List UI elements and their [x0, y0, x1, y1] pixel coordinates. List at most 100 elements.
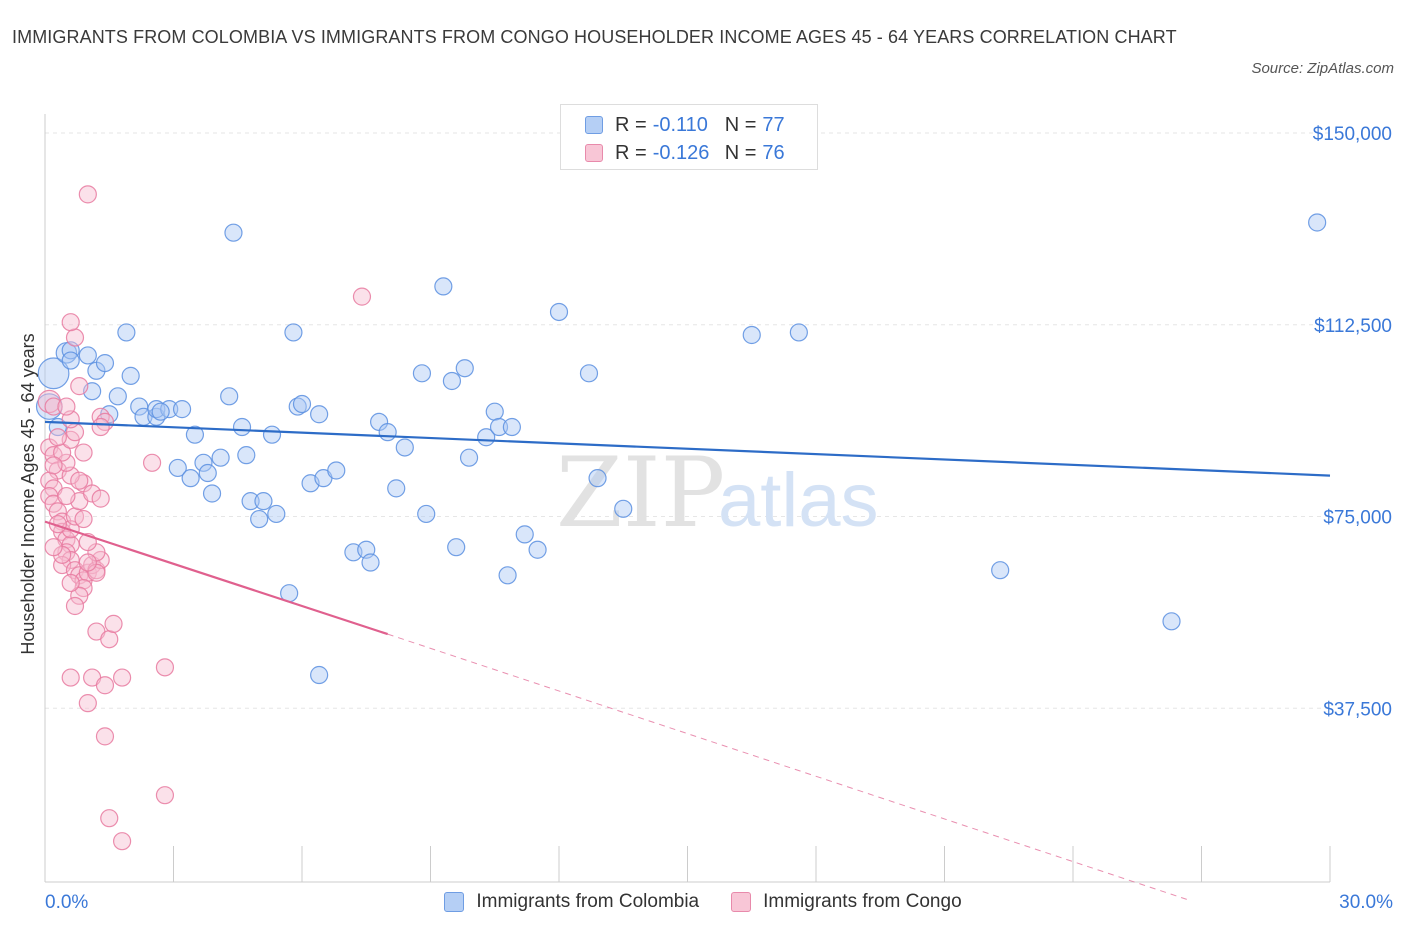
point-congo — [74, 443, 93, 462]
legend-swatch-congo — [731, 892, 752, 912]
y-axis-label: Householder Income Ages 45 - 64 years — [18, 333, 38, 654]
point-congo — [142, 453, 162, 472]
watermark-atlas: atlas — [718, 458, 879, 543]
point-colombia — [387, 479, 406, 498]
trend-line-colombia — [44, 420, 1331, 477]
point-colombia — [1308, 213, 1327, 232]
point-colombia — [489, 417, 509, 437]
point-colombia — [121, 366, 140, 385]
legend-row-congo: R = -0.126 N = 76 — [585, 141, 785, 165]
chart-title: IMMIGRANTS FROM COLOMBIA VS IMMIGRANTS F… — [12, 27, 1177, 47]
point-colombia — [447, 538, 466, 557]
legend-label-congo: Immigrants from Congo — [763, 891, 962, 912]
point-congo — [48, 428, 67, 447]
x-tick-label: 30.0% — [1339, 892, 1393, 913]
y-tick-label: $150,000 — [1313, 124, 1392, 145]
point-colombia — [361, 553, 380, 572]
legend-r-value: -0.110 — [652, 113, 708, 136]
legend-item-congo[interactable]: Immigrants from Congo — [731, 891, 962, 913]
point-congo — [44, 397, 63, 416]
legend-r-value: -0.126 — [652, 141, 710, 164]
point-congo — [104, 614, 123, 633]
point-colombia — [442, 371, 462, 391]
point-colombia — [395, 438, 414, 457]
point-colombia — [185, 425, 205, 444]
point-colombia — [284, 323, 303, 342]
point-colombia — [224, 223, 243, 242]
x-tick-label: 0.0% — [45, 892, 88, 913]
point-congo — [155, 658, 175, 677]
trend-line-congo-extrapolated — [387, 633, 1189, 901]
point-colombia — [220, 387, 239, 406]
point-colombia — [991, 561, 1010, 580]
point-colombia — [412, 364, 432, 383]
point-colombia — [327, 461, 346, 480]
point-congo — [61, 573, 80, 593]
point-colombia — [579, 364, 599, 383]
legend-n-label: N = — [724, 113, 757, 136]
point-congo — [91, 489, 110, 508]
point-colombia — [417, 504, 436, 524]
trend-line-congo — [44, 520, 389, 636]
point-colombia — [549, 302, 569, 322]
legend-r-label: R = — [615, 113, 647, 136]
point-colombia — [310, 405, 329, 424]
legend-swatch-congo — [585, 144, 603, 162]
point-colombia — [232, 417, 252, 437]
legend-label-colombia: Immigrants from Colombia — [476, 891, 700, 912]
point-colombia — [588, 469, 607, 488]
y-tick-label: $75,000 — [1323, 508, 1392, 529]
point-colombia — [194, 453, 213, 472]
point-congo — [112, 668, 132, 687]
point-colombia — [498, 566, 517, 585]
point-colombia — [455, 359, 474, 378]
point-colombia — [485, 402, 504, 421]
point-colombia — [151, 402, 170, 421]
point-colombia — [459, 448, 479, 467]
point-congo — [70, 377, 89, 396]
point-colombia — [241, 492, 260, 511]
point-congo — [78, 185, 97, 204]
data-points — [35, 144, 1327, 851]
point-congo — [78, 694, 97, 713]
watermark-zip: ZIP — [556, 437, 725, 549]
point-colombia — [310, 665, 329, 685]
point-colombia — [202, 484, 222, 503]
point-colombia — [61, 351, 80, 370]
chart-source: Source: ZipAtlas.com — [1251, 60, 1394, 77]
point-colombia — [262, 425, 282, 444]
trend-lines — [44, 420, 1331, 901]
point-congo — [70, 471, 89, 490]
stats-legend: R = -0.110 N = 77 R = -0.126 N = 76 — [560, 104, 818, 170]
point-colombia — [614, 499, 633, 518]
point-colombia — [211, 448, 230, 467]
x-tick-labels: 0.0% 30.0% — [45, 892, 1393, 913]
y-tick-label: $37,500 — [1323, 699, 1392, 720]
point-colombia — [528, 540, 547, 559]
point-congo — [44, 538, 63, 557]
point-colombia — [172, 400, 192, 419]
point-congo — [155, 786, 175, 805]
point-colombia — [267, 504, 286, 524]
legend-item-colombia[interactable]: Immigrants from Colombia — [444, 891, 699, 913]
legend-n-value: 77 — [762, 113, 785, 136]
point-congo — [61, 313, 80, 332]
legend-row-colombia: R = -0.110 N = 77 — [585, 113, 785, 137]
legend-n-value: 76 — [762, 141, 785, 164]
series-legend: Immigrants from Colombia Immigrants from… — [0, 888, 1406, 916]
point-congo — [74, 509, 93, 529]
point-congo — [65, 328, 85, 347]
point-colombia — [789, 323, 808, 342]
point-congo — [70, 586, 89, 605]
point-congo — [57, 397, 76, 416]
point-colombia — [108, 387, 127, 406]
point-congo — [44, 456, 63, 475]
point-colombia — [1162, 612, 1181, 631]
legend-n-label: N = — [724, 141, 757, 164]
point-colombia — [515, 525, 534, 544]
point-colombia — [117, 323, 136, 342]
point-congo — [78, 553, 97, 572]
point-congo — [352, 287, 372, 306]
point-colombia — [237, 446, 256, 465]
